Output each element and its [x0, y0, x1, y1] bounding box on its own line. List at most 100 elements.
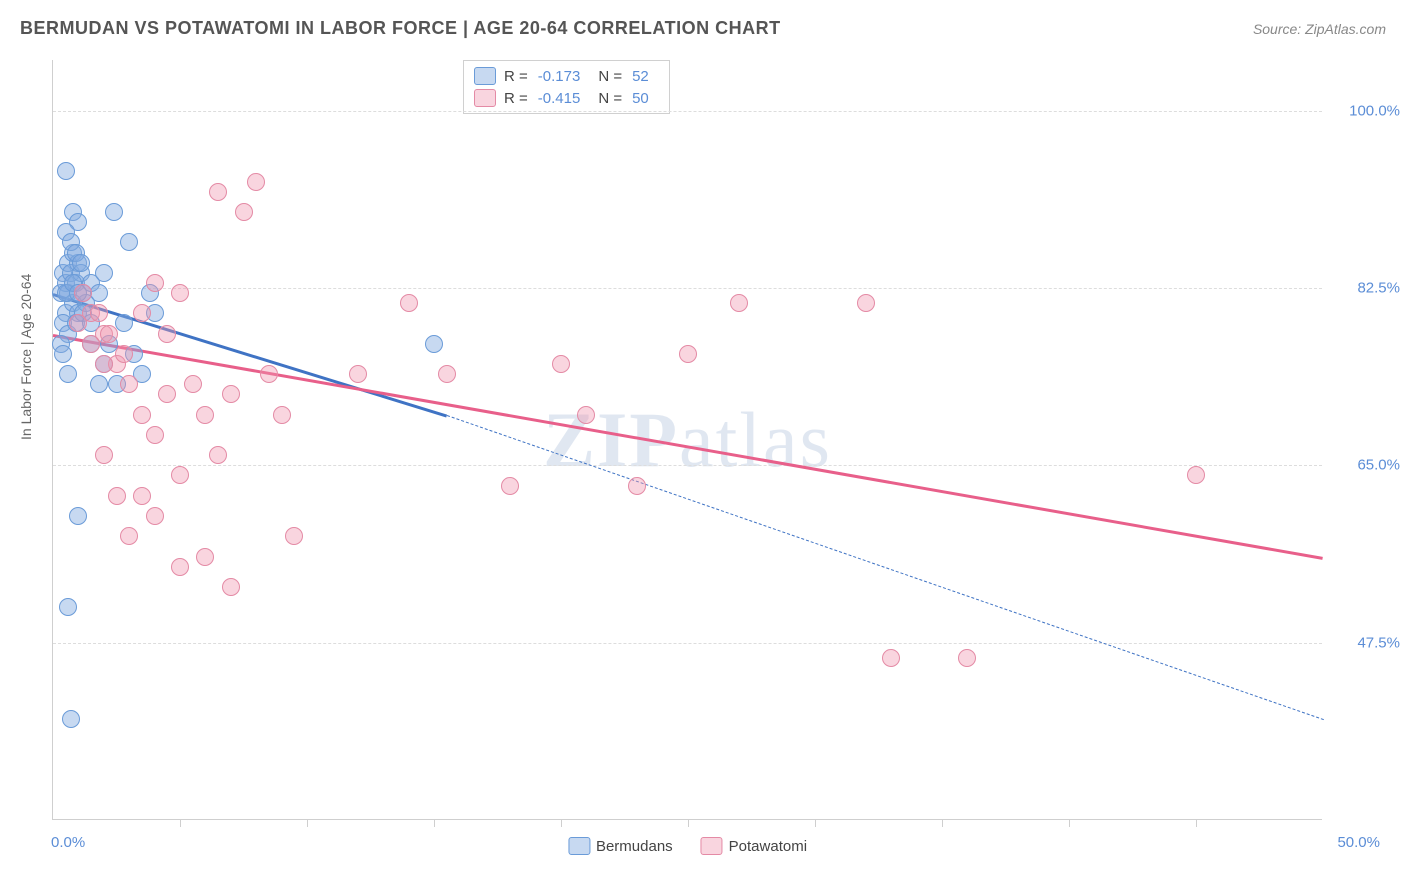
- legend-row-bermudans: R = -0.173 N = 52: [474, 65, 659, 87]
- data-point: [100, 325, 118, 343]
- data-point: [74, 284, 92, 302]
- data-point: [209, 183, 227, 201]
- data-point: [120, 527, 138, 545]
- data-point: [171, 284, 189, 302]
- data-point: [1187, 466, 1205, 484]
- data-point: [247, 173, 265, 191]
- data-point: [115, 314, 133, 332]
- y-tick-label: 100.0%: [1330, 102, 1400, 119]
- data-point: [59, 598, 77, 616]
- data-point: [120, 375, 138, 393]
- r-label: R =: [504, 68, 528, 85]
- swatch-potawatomi: [474, 89, 496, 107]
- data-point: [133, 304, 151, 322]
- data-point: [95, 446, 113, 464]
- series-legend: Bermudans Potawatomi: [568, 837, 807, 855]
- data-point: [158, 325, 176, 343]
- data-point: [108, 487, 126, 505]
- data-point: [146, 274, 164, 292]
- data-point: [857, 294, 875, 312]
- data-point: [260, 365, 278, 383]
- data-point: [95, 264, 113, 282]
- data-point: [57, 162, 75, 180]
- trend-line: [447, 415, 1324, 720]
- data-point: [115, 345, 133, 363]
- x-tick: [688, 819, 689, 827]
- data-point: [82, 335, 100, 353]
- y-axis-label: In Labor Force | Age 20-64: [18, 274, 34, 440]
- correlation-legend: R = -0.173 N = 52 R = -0.415 N = 50: [463, 60, 670, 114]
- data-point: [133, 487, 151, 505]
- y-tick-label: 65.0%: [1330, 457, 1400, 474]
- data-point: [62, 710, 80, 728]
- x-tick: [815, 819, 816, 827]
- n-label: N =: [598, 90, 622, 107]
- chart-title: BERMUDAN VS POTAWATOMI IN LABOR FORCE | …: [20, 18, 781, 39]
- data-point: [133, 406, 151, 424]
- data-point: [171, 466, 189, 484]
- source-label: Source: ZipAtlas.com: [1253, 21, 1386, 37]
- data-point: [59, 365, 77, 383]
- n-value-bermudans: 52: [632, 68, 649, 85]
- data-point: [184, 375, 202, 393]
- data-point: [882, 649, 900, 667]
- legend-label: Bermudans: [596, 838, 673, 855]
- x-tick: [1196, 819, 1197, 827]
- data-point: [730, 294, 748, 312]
- x-tick: [942, 819, 943, 827]
- data-point: [54, 345, 72, 363]
- data-point: [222, 385, 240, 403]
- y-tick-label: 47.5%: [1330, 634, 1400, 651]
- x-tick: [307, 819, 308, 827]
- data-point: [438, 365, 456, 383]
- data-point: [285, 527, 303, 545]
- data-point: [400, 294, 418, 312]
- data-point: [171, 558, 189, 576]
- x-min-label: 0.0%: [51, 834, 85, 851]
- r-label: R =: [504, 90, 528, 107]
- swatch-bermudans: [474, 67, 496, 85]
- data-point: [222, 578, 240, 596]
- x-tick: [434, 819, 435, 827]
- scatter-chart: ZIPatlas R = -0.173 N = 52 R = -0.415 N …: [52, 60, 1322, 820]
- data-point: [95, 355, 113, 373]
- data-point: [679, 345, 697, 363]
- legend-item-potawatomi: Potawatomi: [701, 837, 807, 855]
- data-point: [158, 385, 176, 403]
- data-point: [90, 375, 108, 393]
- x-max-label: 50.0%: [1337, 834, 1380, 851]
- data-point: [69, 507, 87, 525]
- legend-label: Potawatomi: [729, 838, 807, 855]
- data-point: [235, 203, 253, 221]
- data-point: [72, 254, 90, 272]
- data-point: [146, 507, 164, 525]
- swatch-bermudans: [568, 837, 590, 855]
- data-point: [196, 548, 214, 566]
- y-tick-label: 82.5%: [1330, 280, 1400, 297]
- data-point: [349, 365, 367, 383]
- legend-row-potawatomi: R = -0.415 N = 50: [474, 87, 659, 109]
- data-point: [577, 406, 595, 424]
- gridline: [53, 465, 1322, 466]
- data-point: [90, 304, 108, 322]
- r-value-bermudans: -0.173: [538, 68, 581, 85]
- n-label: N =: [598, 68, 622, 85]
- gridline: [53, 111, 1322, 112]
- x-tick: [561, 819, 562, 827]
- gridline: [53, 643, 1322, 644]
- data-point: [958, 649, 976, 667]
- trend-line: [53, 334, 1324, 560]
- legend-item-bermudans: Bermudans: [568, 837, 673, 855]
- data-point: [120, 233, 138, 251]
- x-tick: [180, 819, 181, 827]
- data-point: [146, 426, 164, 444]
- gridline: [53, 288, 1322, 289]
- data-point: [105, 203, 123, 221]
- data-point: [196, 406, 214, 424]
- data-point: [425, 335, 443, 353]
- data-point: [209, 446, 227, 464]
- data-point: [552, 355, 570, 373]
- data-point: [273, 406, 291, 424]
- r-value-potawatomi: -0.415: [538, 90, 581, 107]
- swatch-potawatomi: [701, 837, 723, 855]
